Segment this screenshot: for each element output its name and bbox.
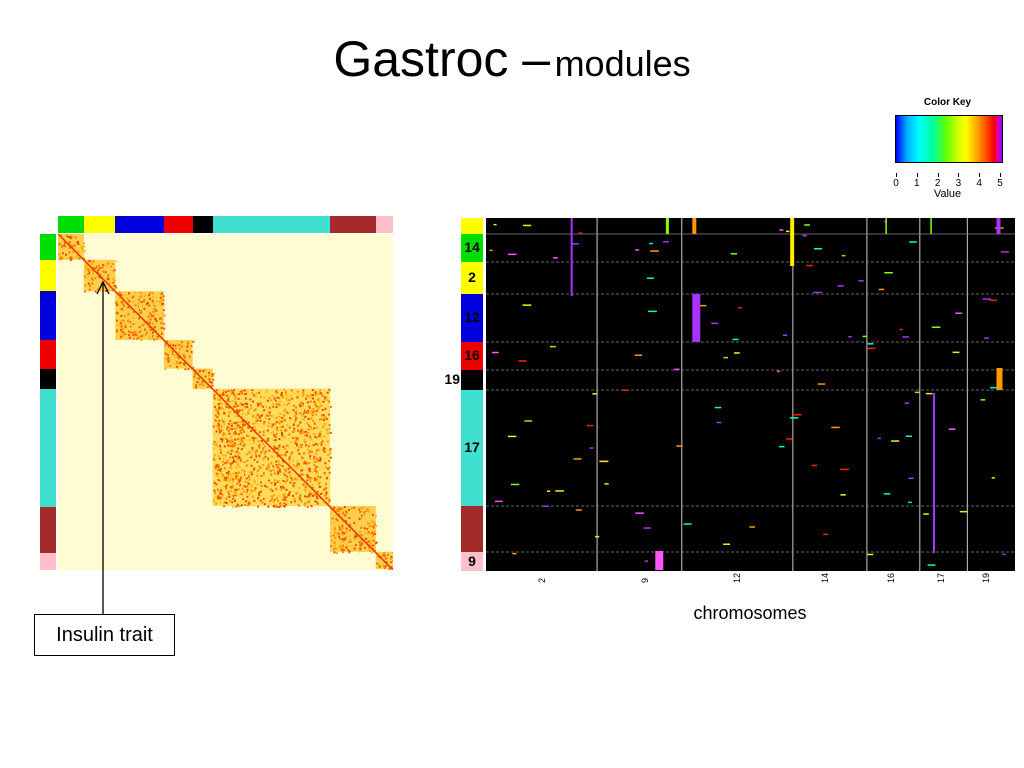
module-color-cell (40, 291, 56, 341)
eqtl-module-cell: 14 (461, 234, 483, 262)
eqtl-module-label: 14 (464, 239, 480, 255)
module-color-cell (115, 216, 164, 233)
color-key-tick-mark (937, 173, 939, 177)
eqtl-module-cell: 12 (461, 294, 483, 342)
eqtl-hits (489, 218, 1009, 570)
eqtl-x-label: chromosomes (693, 603, 807, 623)
module-color-cell (329, 216, 376, 233)
eqtl-module-cell: 9 (461, 552, 483, 571)
eqtl-module-cell: 16 (461, 342, 483, 370)
eqtl-module-label: 19 (444, 371, 460, 387)
insulin-trait-label: Insulin trait (34, 614, 175, 656)
eqtl-plot: 14 2 12 16 17 9 19 2 9 12 14 16 17 19 chromosomes (438, 218, 1016, 623)
module-color-cell (40, 506, 56, 553)
color-key-tick-label: 2 (934, 178, 941, 189)
module-color-cell (40, 552, 56, 570)
eqtl-module-cell (461, 506, 483, 552)
eqtl-module-label: 16 (464, 347, 480, 363)
module-color-cell (40, 259, 56, 292)
module-color-cell (375, 216, 393, 233)
eqtl-module-label: 2 (468, 269, 476, 285)
eqtl-module-cell: 2 (461, 262, 483, 294)
module-color-cell (40, 368, 56, 390)
color-key-tick-mark (1000, 173, 1001, 177)
color-key-xlabel: Value (933, 188, 962, 200)
module-color-cell (40, 340, 56, 369)
color-key-tick-mark (896, 173, 897, 177)
eqtl-module-label: 9 (468, 552, 476, 569)
eqtl-module-cell (461, 218, 483, 234)
module-heatmap (40, 216, 393, 570)
color-key: Color Key 0 1 2 3 4 5 Value (885, 94, 1010, 204)
color-key-gradient (895, 115, 1003, 163)
eqtl-module-label: 12 (464, 309, 480, 325)
color-key-tick-label: 3 (955, 178, 962, 189)
eqtl-module-strip: 14 2 12 16 17 9 (461, 218, 483, 571)
module-color-cell (212, 216, 330, 233)
color-key-tick-mark (916, 173, 918, 177)
eqtl-plot-area (486, 218, 1015, 571)
color-key-tick-label: 4 (976, 178, 982, 189)
module-color-cell (192, 216, 213, 233)
color-key-tick-label: 5 (997, 178, 1003, 189)
color-key-tick-mark (958, 173, 960, 177)
module-color-cell (40, 389, 56, 507)
chromosome-tick-label: 12 (732, 572, 743, 583)
color-key-tick-label: 1 (914, 178, 920, 189)
title-main: Gastroc – (333, 31, 551, 87)
module-color-cell (163, 216, 193, 233)
slide-title: Gastroc – modules (0, 30, 1024, 88)
chromosome-tick-label: 9 (639, 577, 650, 583)
eqtl-module-cell: 17 (461, 390, 483, 506)
chromosome-tick-label: 19 (980, 572, 991, 583)
module-color-cell (40, 234, 56, 260)
color-key-tick-label: 0 (893, 178, 899, 189)
chromosome-tick-label: 17 (935, 572, 946, 583)
color-key-tick-mark (979, 173, 981, 177)
heatmap-side-color-strip (40, 234, 56, 570)
heatmap-top-color-strip (58, 216, 393, 233)
chromosome-tick-label: 2 (536, 577, 547, 583)
chromosome-tick-label: 16 (885, 572, 896, 583)
module-color-cell (58, 216, 84, 233)
heatmap-body (58, 234, 393, 570)
heatmap-diagonal (58, 234, 393, 570)
title-sub: modules (554, 43, 691, 84)
eqtl-module-label: 17 (464, 439, 480, 455)
chromosome-tick-label: 14 (819, 572, 830, 583)
color-key-title: Color Key (923, 97, 972, 108)
eqtl-module-cell (461, 370, 483, 390)
module-color-cell (83, 216, 116, 233)
